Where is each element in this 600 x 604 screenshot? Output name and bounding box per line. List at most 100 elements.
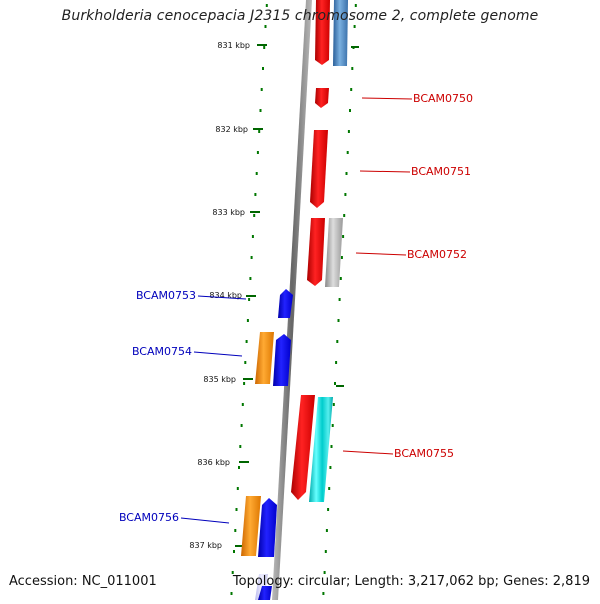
track-dot bbox=[244, 361, 247, 364]
track-dot bbox=[322, 592, 325, 595]
gene-BCAM0754-neighbor[interactable] bbox=[255, 332, 274, 384]
track-dot bbox=[345, 172, 348, 175]
gene-BCAM0756-shape[interactable] bbox=[258, 498, 277, 557]
track-dot bbox=[340, 256, 343, 259]
leader-BCAM0752 bbox=[355, 252, 407, 256]
track-dot bbox=[248, 298, 251, 301]
gene-label-BCAM0753[interactable]: BCAM0753 bbox=[136, 289, 196, 302]
track-dot bbox=[344, 193, 347, 196]
track-dot bbox=[262, 67, 264, 70]
ruler-label-832: 832 kbp bbox=[215, 125, 248, 134]
track-dot bbox=[245, 340, 248, 343]
gene-label-BCAM0755[interactable]: BCAM0755 bbox=[394, 447, 454, 460]
track-dot bbox=[334, 382, 336, 385]
track-dot bbox=[234, 529, 237, 532]
track-dot bbox=[259, 109, 262, 112]
gene-BCAM0750-shape[interactable] bbox=[315, 88, 329, 108]
track-dot bbox=[256, 151, 259, 154]
gene-BCAM0754-shape[interactable] bbox=[273, 334, 291, 386]
track-dot bbox=[335, 361, 338, 364]
ruler-ticks bbox=[235, 44, 359, 547]
reverse-strand-genes bbox=[241, 289, 293, 600]
gene-BCAM0755-shape[interactable] bbox=[291, 395, 315, 500]
gene-bottom-blue[interactable] bbox=[258, 586, 272, 600]
accession-text: Accession: NC_011001 bbox=[9, 574, 157, 589]
track-dot bbox=[342, 235, 345, 238]
track-dot bbox=[324, 550, 327, 553]
ruler-label-831: 831 kbp bbox=[217, 41, 250, 50]
forward-strand-genes bbox=[291, 0, 348, 502]
gene-BCAM0753-shape[interactable] bbox=[278, 289, 293, 318]
ruler-label-836: 836 kbp bbox=[197, 458, 230, 467]
track-dot bbox=[329, 466, 332, 469]
track-dot bbox=[233, 550, 235, 553]
gene-label-BCAM0754[interactable]: BCAM0754 bbox=[132, 345, 192, 358]
track-dot bbox=[240, 424, 243, 427]
ruler-label-835: 835 kbp bbox=[203, 375, 236, 384]
gene-BCAM0752-shape[interactable] bbox=[307, 218, 325, 286]
gene-BCAM0755-neighbor[interactable] bbox=[309, 397, 333, 502]
ruler-label-834: 834 kbp bbox=[209, 291, 242, 300]
leader-BCAM0756 bbox=[180, 517, 230, 524]
leader-BCAM0751 bbox=[359, 170, 411, 173]
track-dot bbox=[350, 88, 353, 91]
track-dot bbox=[349, 109, 351, 112]
track-dot bbox=[255, 172, 258, 175]
track-dot bbox=[323, 571, 326, 574]
gene-block-top-red[interactable] bbox=[315, 0, 330, 65]
track-dot bbox=[343, 214, 346, 217]
track-dot bbox=[265, 4, 268, 7]
track-dot bbox=[354, 4, 357, 7]
gene-label-BCAM0752[interactable]: BCAM0752 bbox=[407, 248, 467, 261]
track-dot bbox=[337, 319, 340, 322]
track-dot bbox=[331, 424, 334, 427]
gene-BCAM0756-neighbor[interactable] bbox=[241, 496, 261, 556]
track-dot bbox=[231, 571, 234, 574]
track-dot bbox=[353, 25, 356, 28]
track-dot bbox=[230, 592, 233, 595]
track-dot bbox=[346, 151, 349, 154]
track-dot bbox=[258, 130, 261, 133]
track-dot bbox=[330, 445, 333, 448]
gene-labels: BCAM0750 BCAM0751 BCAM0752 BCAM0755 BCAM… bbox=[119, 92, 473, 524]
track-dot bbox=[336, 340, 339, 343]
track-dot bbox=[328, 487, 331, 490]
track-dot bbox=[332, 403, 335, 406]
track-dot bbox=[338, 298, 341, 301]
leader-BCAM0753 bbox=[197, 295, 247, 300]
leader-BCAM0755 bbox=[342, 450, 394, 455]
ruler-label-833: 833 kbp bbox=[212, 208, 245, 217]
gene-label-BCAM0756[interactable]: BCAM0756 bbox=[119, 511, 179, 524]
gene-BCAM0752-neighbor[interactable] bbox=[325, 218, 343, 287]
ruler-labels: 831 kbp 832 kbp 833 kbp 834 kbp 835 kbp … bbox=[189, 41, 250, 550]
track-dot bbox=[246, 319, 249, 322]
gene-label-BCAM0750[interactable]: BCAM0750 bbox=[413, 92, 473, 105]
track-dot bbox=[351, 67, 354, 70]
page-title: Burkholderia cenocepacia J2315 chromosom… bbox=[61, 8, 539, 24]
track-dot bbox=[263, 46, 266, 49]
track-dot bbox=[241, 403, 244, 406]
track-dot bbox=[243, 382, 246, 385]
track-dot bbox=[251, 235, 254, 238]
track-dot bbox=[260, 88, 263, 91]
track-dot bbox=[254, 193, 257, 196]
track-dot bbox=[249, 277, 252, 280]
label-leader-lines bbox=[180, 97, 413, 524]
track-dot bbox=[239, 445, 242, 448]
track-dot bbox=[235, 508, 238, 511]
track-dot bbox=[236, 487, 239, 490]
gene-BCAM0751-shape[interactable] bbox=[310, 130, 328, 208]
gene-label-BCAM0751[interactable]: BCAM0751 bbox=[411, 165, 471, 178]
track-dots-left bbox=[230, 4, 268, 595]
genome-summary-text: Topology: circular; Length: 3,217,062 bp… bbox=[232, 574, 590, 589]
track-dot bbox=[264, 25, 267, 28]
track-dot bbox=[250, 256, 253, 259]
leader-BCAM0754 bbox=[193, 351, 243, 357]
track-dot bbox=[253, 214, 256, 217]
leader-BCAM0750 bbox=[361, 97, 413, 100]
track-dot bbox=[339, 277, 342, 280]
ruler-label-837: 837 kbp bbox=[189, 541, 222, 550]
gene-block-top-steel[interactable] bbox=[333, 0, 348, 66]
